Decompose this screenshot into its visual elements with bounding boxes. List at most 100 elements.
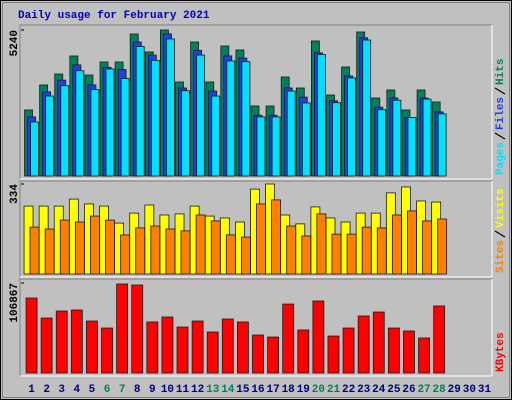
bar: [407, 210, 417, 275]
bar: [181, 90, 190, 177]
bar: [146, 321, 159, 374]
bar: [437, 218, 448, 275]
bar: [316, 54, 326, 177]
bar: [165, 228, 176, 275]
bar: [327, 335, 340, 374]
bar: [60, 85, 70, 177]
bar: [301, 235, 312, 275]
legend-separator: [494, 230, 506, 238]
x-tick-label: 15: [236, 384, 250, 396]
x-tick-label: 10: [161, 384, 174, 396]
bar: [422, 220, 432, 275]
bar: [376, 227, 387, 275]
legend-entry: Sites: [495, 240, 507, 273]
bar: [391, 214, 402, 275]
x-tick-label: 9: [149, 384, 156, 396]
bar: [361, 226, 372, 275]
legend-separator: [494, 87, 506, 95]
bar: [105, 219, 115, 275]
x-tick-label: 19: [297, 384, 310, 396]
bar: [241, 61, 251, 177]
chart-title: Daily usage for February 2021: [18, 10, 210, 22]
x-tick-label: 26: [402, 384, 415, 396]
bar: [150, 225, 161, 275]
bar: [342, 327, 355, 374]
bar: [241, 236, 251, 275]
bar: [210, 220, 221, 275]
bar: [180, 230, 191, 275]
bar: [105, 68, 115, 177]
bar: [150, 59, 160, 177]
x-tick-label: 1: [28, 384, 35, 396]
x-tick-label: 3: [58, 384, 65, 396]
bar: [267, 336, 279, 374]
bar: [362, 39, 372, 177]
bar: [221, 318, 234, 374]
bar: [191, 320, 204, 374]
bar: [347, 77, 356, 177]
x-tick-label: 28: [433, 384, 447, 396]
bar: [116, 283, 129, 374]
legend-entry: Visits: [495, 188, 507, 228]
bar: [195, 214, 206, 275]
bar: [387, 327, 400, 374]
bar: [135, 227, 146, 275]
x-tick-label: 4: [74, 384, 81, 396]
bar: [392, 99, 402, 177]
bar: [44, 228, 55, 275]
bar: [120, 78, 130, 177]
x-tick-label: 18: [282, 384, 296, 396]
bar: [256, 203, 266, 275]
x-tick-label: 12: [191, 384, 204, 396]
bar: [70, 309, 83, 374]
x-tick-label: 6: [104, 384, 111, 396]
x-tick-label: 2: [43, 384, 50, 396]
bar: [131, 284, 144, 374]
x-tick-label: 7: [119, 384, 126, 396]
bar: [271, 199, 281, 275]
bar: [176, 326, 189, 374]
y-tick-label: 334: [9, 184, 21, 204]
legend-entry: Files: [495, 97, 507, 130]
x-tick-label: 22: [342, 384, 355, 396]
bar: [297, 329, 310, 374]
bar: [301, 102, 311, 177]
bar: [332, 102, 341, 177]
bar: [211, 95, 221, 177]
bar: [286, 90, 296, 177]
bar: [101, 327, 113, 374]
y-tick-label: 5240: [9, 30, 21, 56]
bar: [226, 60, 236, 177]
bar: [196, 54, 206, 177]
bar: [40, 317, 53, 374]
bar: [331, 233, 342, 275]
bar: [59, 219, 70, 275]
legend-entry: Pages: [495, 142, 507, 175]
x-tick-label: 20: [312, 384, 325, 396]
bar: [433, 305, 446, 374]
bar: [90, 89, 100, 177]
bar: [120, 234, 131, 275]
bar: [418, 337, 430, 374]
bar: [225, 234, 236, 275]
x-tick-label: 5: [89, 384, 96, 396]
bar: [403, 330, 415, 374]
bar: [30, 121, 39, 177]
bar: [75, 70, 85, 177]
x-tick-label: 30: [463, 384, 476, 396]
bar: [237, 321, 249, 374]
x-tick-label: 31: [478, 384, 492, 396]
legend-entry: KBytes: [495, 332, 507, 372]
bar: [422, 98, 432, 177]
bar: [316, 213, 327, 275]
bar: [252, 334, 264, 374]
x-tick-label: 8: [134, 384, 141, 396]
bar: [407, 117, 417, 177]
x-tick-label: 17: [266, 384, 279, 396]
bar: [286, 225, 297, 275]
x-tick-label: 21: [327, 384, 341, 396]
bar: [55, 310, 68, 374]
y-tick-label: 106867: [9, 283, 21, 323]
